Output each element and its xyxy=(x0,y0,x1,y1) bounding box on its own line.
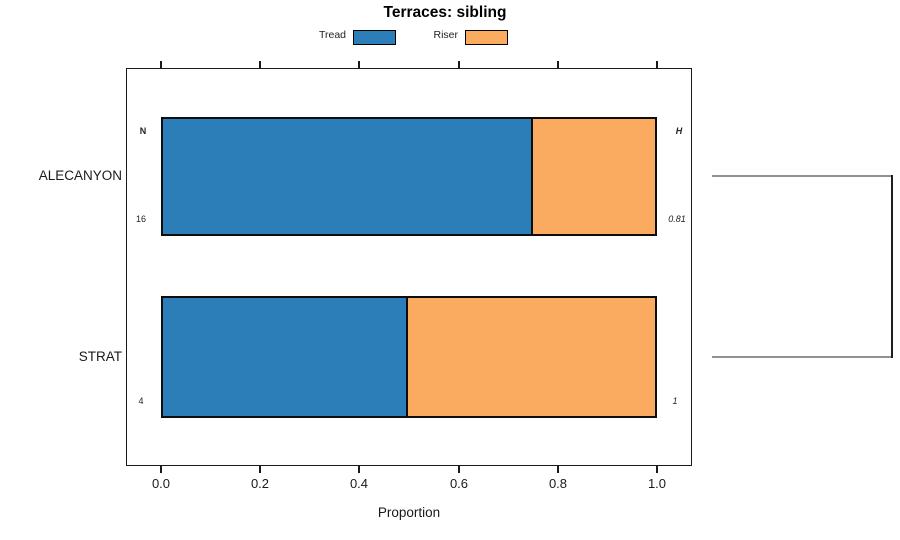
x-tick-mark xyxy=(656,466,658,473)
x-tick-label: 0.4 xyxy=(349,476,369,491)
legend-label-riser: Riser xyxy=(433,29,458,41)
x-tick-label: 0.0 xyxy=(151,476,171,491)
legend-swatch-riser xyxy=(465,30,508,45)
x-tick-mark xyxy=(656,61,658,68)
x-tick-mark xyxy=(458,466,460,473)
y-category-label-alecanyon: ALECANYON xyxy=(38,168,122,183)
dendrogram-branch-alecanyon xyxy=(712,175,892,177)
bar-alecanyon-riser-segment xyxy=(531,117,657,236)
plot-area xyxy=(126,68,692,466)
bar-strat-riser-segment xyxy=(406,296,657,418)
h-value-strat: 1 xyxy=(672,396,678,406)
y-category-label-strat: STRAT xyxy=(78,349,122,364)
chart-title: Terraces: sibling xyxy=(383,4,507,21)
h-column-header: H xyxy=(675,126,683,136)
legend-label-tread: Tread xyxy=(318,29,346,41)
x-tick-mark xyxy=(259,466,261,473)
n-value-alecanyon: 16 xyxy=(135,214,146,224)
x-axis-title: Proportion xyxy=(377,505,441,520)
x-tick-label: 0.2 xyxy=(250,476,270,491)
x-tick-mark xyxy=(458,61,460,68)
n-column-header: N xyxy=(139,126,147,136)
x-tick-mark xyxy=(557,466,559,473)
x-tick-label: 0.8 xyxy=(548,476,568,491)
bar-alecanyon-tread-segment xyxy=(161,117,533,236)
x-tick-mark xyxy=(358,466,360,473)
x-tick-mark xyxy=(259,61,261,68)
x-tick-mark xyxy=(160,466,162,473)
x-tick-mark xyxy=(358,61,360,68)
legend-swatch-tread xyxy=(353,30,396,45)
bar-strat-tread-segment xyxy=(161,296,408,418)
x-tick-mark xyxy=(160,61,162,68)
x-tick-label: 0.6 xyxy=(449,476,469,491)
dendrogram-join-line xyxy=(891,175,893,358)
n-value-strat: 4 xyxy=(138,396,144,406)
h-value-alecanyon: 0.81 xyxy=(668,214,686,224)
x-tick-label: 1.0 xyxy=(647,476,667,491)
dendrogram-branch-strat xyxy=(712,356,892,358)
x-tick-mark xyxy=(557,61,559,68)
